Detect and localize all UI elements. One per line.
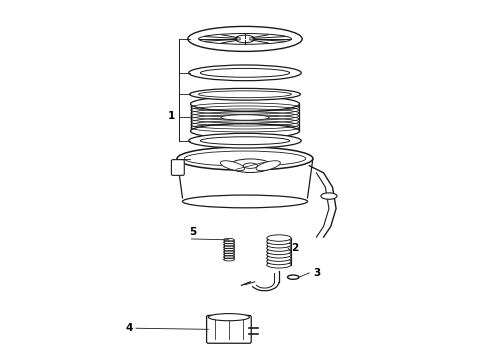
Ellipse shape (189, 65, 301, 81)
Ellipse shape (191, 96, 299, 111)
Ellipse shape (182, 195, 308, 208)
Ellipse shape (267, 248, 291, 255)
Ellipse shape (267, 262, 291, 268)
Ellipse shape (220, 161, 245, 171)
Text: 1: 1 (168, 111, 174, 121)
Ellipse shape (177, 147, 313, 170)
Ellipse shape (200, 68, 290, 77)
Text: 4: 4 (125, 323, 132, 333)
Ellipse shape (267, 238, 291, 244)
Ellipse shape (198, 91, 292, 98)
Ellipse shape (229, 159, 272, 172)
Ellipse shape (188, 26, 302, 51)
Text: 5: 5 (190, 227, 197, 237)
Ellipse shape (267, 242, 291, 248)
Ellipse shape (321, 193, 337, 199)
Text: 2: 2 (292, 243, 299, 253)
Text: 3: 3 (313, 268, 320, 278)
Ellipse shape (235, 35, 255, 42)
Ellipse shape (267, 252, 291, 258)
Ellipse shape (200, 137, 290, 145)
FancyBboxPatch shape (207, 315, 251, 343)
Ellipse shape (208, 314, 249, 321)
Ellipse shape (267, 245, 291, 251)
Ellipse shape (243, 163, 258, 168)
Ellipse shape (256, 161, 280, 171)
Ellipse shape (267, 255, 291, 261)
Ellipse shape (221, 115, 269, 120)
Ellipse shape (198, 33, 292, 44)
FancyBboxPatch shape (172, 159, 184, 175)
Ellipse shape (190, 88, 300, 100)
Ellipse shape (191, 124, 299, 139)
Ellipse shape (267, 258, 291, 265)
Ellipse shape (184, 151, 306, 166)
Ellipse shape (267, 235, 291, 241)
Ellipse shape (288, 275, 299, 279)
Ellipse shape (189, 133, 301, 148)
